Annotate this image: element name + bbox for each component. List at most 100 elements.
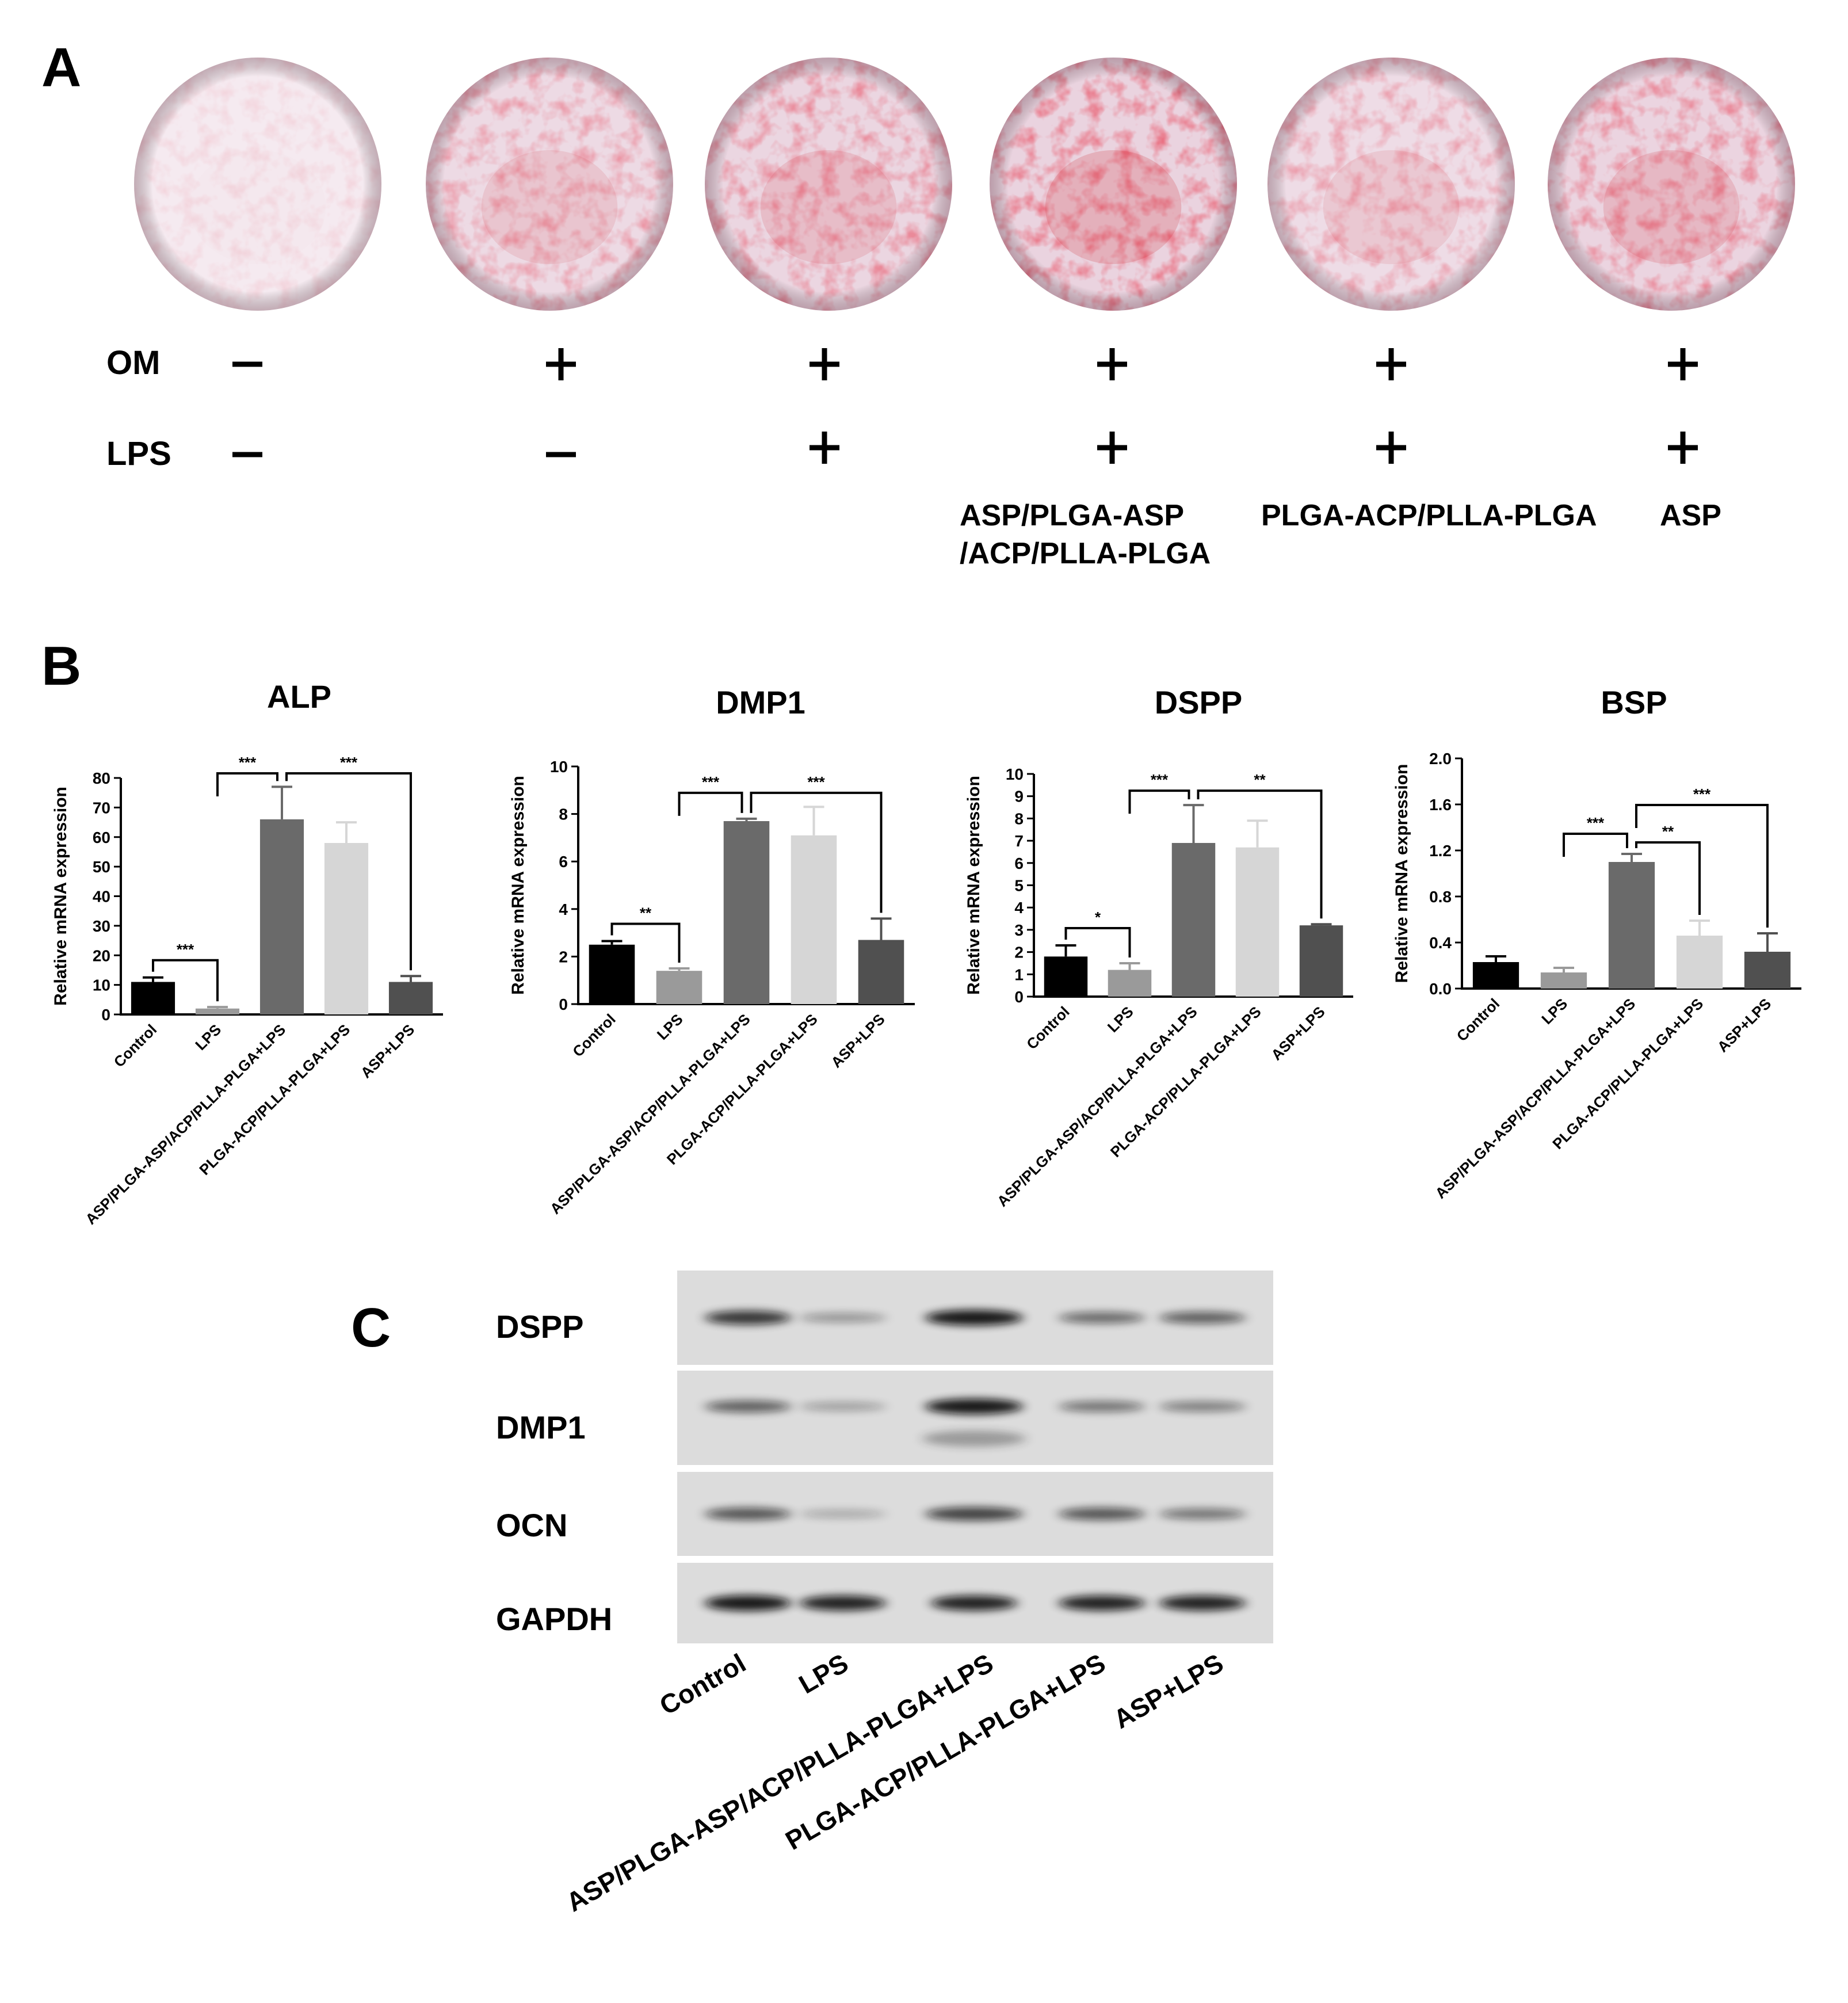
x-tick-label-1: Control bbox=[1023, 1003, 1073, 1053]
well-edge bbox=[1548, 58, 1795, 311]
bracket-line bbox=[750, 791, 883, 913]
bar-3 bbox=[723, 821, 770, 1004]
y-tick-label: 0 bbox=[1014, 988, 1024, 1006]
om-label: OM bbox=[106, 344, 160, 381]
error-bar-1 bbox=[1486, 955, 1506, 962]
bar-chart-dspp: DSPP Relative mRNA expression 0 1 2 3 4 5 6 7 8 9 10… bbox=[964, 684, 1353, 1210]
bar-2 bbox=[1108, 970, 1152, 997]
y-tick-label: 10 bbox=[93, 976, 110, 994]
lps-sign-6: + bbox=[1668, 432, 1698, 464]
band-3 bbox=[931, 1595, 1017, 1611]
significance-label: ** bbox=[1254, 771, 1266, 788]
bar-3 bbox=[1608, 862, 1655, 989]
band-1 bbox=[705, 1400, 791, 1413]
bracket-line bbox=[610, 922, 681, 963]
significance-bracket-2: *** bbox=[1128, 771, 1190, 814]
error-bar-1 bbox=[601, 940, 623, 945]
band-1 bbox=[705, 1310, 791, 1325]
band-4 bbox=[1059, 1312, 1145, 1323]
significance-label: ** bbox=[640, 905, 652, 922]
bracket-line bbox=[216, 772, 278, 796]
significance-bracket-1: *** bbox=[152, 941, 219, 1002]
chart-title: BSP bbox=[1601, 684, 1667, 720]
significance-bracket-1: *** bbox=[1563, 814, 1628, 857]
error-bar-2 bbox=[1119, 962, 1140, 970]
x-tick-label-2: LPS bbox=[1104, 1003, 1137, 1036]
significance-bracket-2: *** bbox=[216, 754, 278, 796]
well-3 bbox=[705, 58, 952, 311]
y-tick-label: 10 bbox=[1006, 765, 1024, 783]
y-tick-label: 1.6 bbox=[1429, 796, 1452, 814]
error-bar-5 bbox=[1757, 932, 1778, 952]
om-sign-3: + bbox=[810, 348, 839, 380]
error-bar-4 bbox=[1689, 920, 1710, 936]
significance-label: *** bbox=[177, 941, 194, 958]
x-tick-label-2: LPS bbox=[192, 1021, 224, 1054]
bar-5 bbox=[1299, 925, 1343, 997]
y-tick-label: 0 bbox=[559, 995, 568, 1013]
band-2 bbox=[800, 1595, 886, 1611]
bar-3 bbox=[259, 819, 304, 1014]
significance-label: *** bbox=[1151, 771, 1169, 788]
group-label-4: /ACP/PLLA-PLGA bbox=[960, 537, 1211, 570]
y-tick-label: 1 bbox=[1014, 966, 1024, 983]
y-tick-label: 4 bbox=[559, 901, 568, 918]
bar-1 bbox=[1472, 962, 1519, 989]
error-bar-3 bbox=[272, 785, 292, 819]
blot-row-label: OCN bbox=[496, 1507, 567, 1543]
band-5 bbox=[1159, 1401, 1246, 1412]
y-tick-label: 7 bbox=[1014, 832, 1024, 850]
blot-row-label: DMP1 bbox=[496, 1409, 586, 1445]
blot-row-gapdh: GAPDH bbox=[496, 1563, 1273, 1643]
bar-4 bbox=[1676, 936, 1723, 989]
x-tick-label-5: ASP+LPS bbox=[827, 1010, 888, 1071]
y-tick-label: 2 bbox=[1014, 944, 1024, 962]
y-tick-label: 2.0 bbox=[1429, 750, 1452, 768]
bracket-line bbox=[678, 791, 743, 816]
well-4 bbox=[990, 58, 1237, 311]
bar-chart-dmp1: DMP1 Relative mRNA expression 0 2 4 6 8 10 Contr… bbox=[509, 684, 915, 1218]
well-2 bbox=[426, 58, 673, 311]
lane-label-5: ASP+LPS bbox=[1108, 1648, 1228, 1734]
blot-row-label: DSPP bbox=[496, 1308, 584, 1345]
y-axis-label: Relative mRNA expression bbox=[509, 776, 528, 995]
y-tick-label: 0 bbox=[101, 1006, 110, 1024]
significance-label: *** bbox=[702, 773, 720, 791]
band-5 bbox=[1159, 1311, 1246, 1324]
bracket-line bbox=[1635, 804, 1769, 928]
error-bar-2 bbox=[669, 967, 690, 971]
blot-strip bbox=[677, 1371, 1273, 1465]
blot-row-dmp1: DMP1 bbox=[496, 1371, 1273, 1465]
bar-chart-bsp: BSP Relative mRNA expression 0.0 0.4 0.8 1.2 1… bbox=[1392, 684, 1801, 1202]
om-sign-1: − bbox=[232, 361, 262, 367]
chart-title: DMP1 bbox=[716, 684, 805, 720]
y-axis-label: Relative mRNA expression bbox=[1392, 764, 1411, 983]
y-tick-label: 4 bbox=[1014, 899, 1024, 917]
well-1 bbox=[134, 58, 381, 311]
well-6 bbox=[1548, 58, 1795, 311]
bar-5 bbox=[858, 940, 904, 1004]
bracket-line bbox=[1197, 789, 1323, 919]
bar-1 bbox=[131, 982, 175, 1014]
bar-2 bbox=[1540, 972, 1587, 989]
x-tick-label-5: ASP+LPS bbox=[1267, 1003, 1328, 1064]
significance-bracket-2: *** bbox=[678, 773, 743, 816]
well-edge bbox=[1267, 58, 1515, 311]
significance-bracket-3: *** bbox=[285, 754, 412, 971]
lane-label-3: ASP/PLGA-ASP/ACP/PLLA-PLGA+LPS bbox=[561, 1648, 998, 1918]
band-4 bbox=[1059, 1595, 1145, 1611]
x-tick-label-2: LPS bbox=[654, 1010, 686, 1043]
well-edge bbox=[426, 58, 673, 311]
x-tick-label-2: LPS bbox=[1538, 995, 1571, 1028]
significance-label: *** bbox=[1693, 785, 1711, 803]
blot-row-label: GAPDH bbox=[496, 1601, 612, 1637]
significance-label: *** bbox=[807, 773, 825, 791]
error-bar-3 bbox=[1183, 804, 1204, 843]
y-tick-label: 3 bbox=[1014, 921, 1024, 939]
error-bar-1 bbox=[1055, 944, 1076, 957]
significance-bracket-3: *** bbox=[1635, 785, 1769, 928]
y-tick-label: 8 bbox=[1014, 810, 1024, 827]
band-1 bbox=[705, 1595, 791, 1611]
x-tick-label-1: Control bbox=[1453, 995, 1503, 1045]
